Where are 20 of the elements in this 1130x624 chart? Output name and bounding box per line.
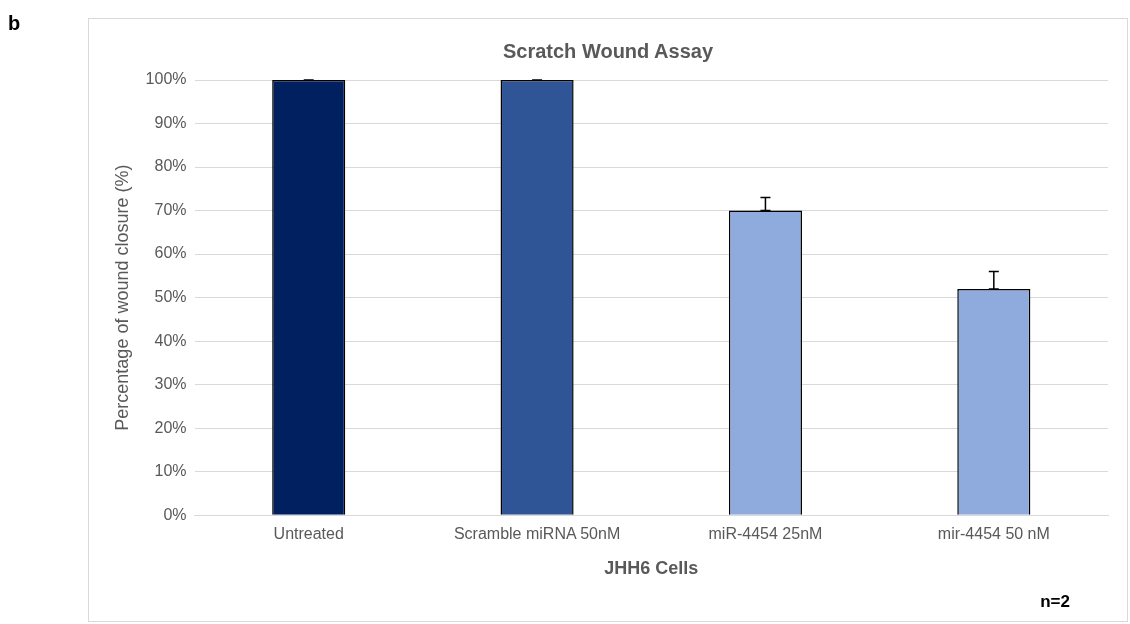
y-tick-label: 80% xyxy=(154,157,187,175)
y-tick-label: 70% xyxy=(154,200,187,218)
x-tick-label: miR-4454 25nM xyxy=(708,525,823,543)
y-tick-label: 100% xyxy=(145,70,187,88)
chart-title: Scratch Wound Assay xyxy=(502,39,714,62)
y-axis-title: Percentage of wound closure (%) xyxy=(111,164,132,431)
y-tick-label: 90% xyxy=(154,113,187,131)
x-axis-title: JHH6 Cells xyxy=(604,558,699,579)
y-tick-label: 60% xyxy=(154,244,187,262)
y-tick-label: 40% xyxy=(154,331,187,349)
x-tick-label: Untreated xyxy=(273,525,344,543)
x-tick-label: mir-4454 50 nM xyxy=(937,525,1050,543)
text: n=2 xyxy=(1040,592,1070,612)
y-tick-label: 50% xyxy=(154,288,187,306)
y-tick-label: 30% xyxy=(154,375,187,393)
y-tick-label: 10% xyxy=(154,462,187,480)
y-tick-label: 0% xyxy=(163,505,187,523)
text: b xyxy=(8,12,21,35)
x-tick-label: Scramble miRNA 50nM xyxy=(453,525,621,543)
y-tick-label: 20% xyxy=(154,418,187,436)
